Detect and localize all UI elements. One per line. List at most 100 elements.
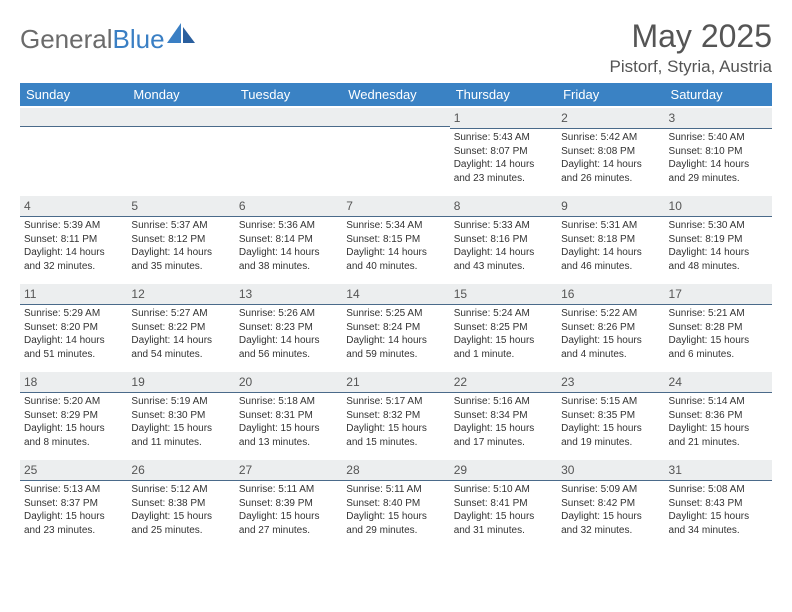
- day-number: 7: [342, 196, 449, 217]
- day-ss: Sunset: 8:25 PM: [454, 321, 553, 335]
- day-sr: Sunrise: 5:15 AM: [561, 395, 660, 409]
- day-dl2: and 46 minutes.: [561, 260, 660, 274]
- day-ss: Sunset: 8:15 PM: [346, 233, 445, 247]
- day-number: 17: [665, 284, 772, 305]
- day-sr: Sunrise: 5:27 AM: [131, 307, 230, 321]
- day-ss: Sunset: 8:32 PM: [346, 409, 445, 423]
- day-number: 29: [450, 460, 557, 481]
- day-cell: 17Sunrise: 5:21 AMSunset: 8:28 PMDayligh…: [665, 282, 772, 370]
- day-number: 16: [557, 284, 664, 305]
- day-ss: Sunset: 8:39 PM: [239, 497, 338, 511]
- day-number: [235, 108, 342, 127]
- day-dl2: and 19 minutes.: [561, 436, 660, 450]
- day-number: 27: [235, 460, 342, 481]
- day-dl2: and 6 minutes.: [669, 348, 768, 362]
- day-dl2: and 4 minutes.: [561, 348, 660, 362]
- day-ss: Sunset: 8:38 PM: [131, 497, 230, 511]
- day-number: 9: [557, 196, 664, 217]
- day-dl2: and 15 minutes.: [346, 436, 445, 450]
- logo-sail-icon: [167, 23, 195, 43]
- day-sr: Sunrise: 5:26 AM: [239, 307, 338, 321]
- day-cell: 4Sunrise: 5:39 AMSunset: 8:11 PMDaylight…: [20, 194, 127, 282]
- weekday-header: Tuesday: [235, 83, 342, 106]
- week-row: 18Sunrise: 5:20 AMSunset: 8:29 PMDayligh…: [20, 370, 772, 458]
- day-number: 24: [665, 372, 772, 393]
- weekday-header-row: Sunday Monday Tuesday Wednesday Thursday…: [20, 83, 772, 106]
- day-ss: Sunset: 8:30 PM: [131, 409, 230, 423]
- day-sr: Sunrise: 5:21 AM: [669, 307, 768, 321]
- day-ss: Sunset: 8:42 PM: [561, 497, 660, 511]
- day-sr: Sunrise: 5:20 AM: [24, 395, 123, 409]
- day-dl2: and 11 minutes.: [131, 436, 230, 450]
- day-dl1: Daylight: 14 hours: [346, 334, 445, 348]
- day-sr: Sunrise: 5:22 AM: [561, 307, 660, 321]
- day-cell: [235, 106, 342, 194]
- day-dl1: Daylight: 15 hours: [239, 422, 338, 436]
- day-dl1: Daylight: 15 hours: [454, 510, 553, 524]
- day-ss: Sunset: 8:40 PM: [346, 497, 445, 511]
- day-dl2: and 48 minutes.: [669, 260, 768, 274]
- day-cell: 14Sunrise: 5:25 AMSunset: 8:24 PMDayligh…: [342, 282, 449, 370]
- day-cell: 11Sunrise: 5:29 AMSunset: 8:20 PMDayligh…: [20, 282, 127, 370]
- day-ss: Sunset: 8:18 PM: [561, 233, 660, 247]
- day-number: 4: [20, 196, 127, 217]
- day-ss: Sunset: 8:41 PM: [454, 497, 553, 511]
- day-ss: Sunset: 8:08 PM: [561, 145, 660, 159]
- day-number: 23: [557, 372, 664, 393]
- day-number: 8: [450, 196, 557, 217]
- day-dl1: Daylight: 14 hours: [454, 246, 553, 260]
- day-dl1: Daylight: 15 hours: [454, 334, 553, 348]
- day-dl2: and 35 minutes.: [131, 260, 230, 274]
- day-number: 12: [127, 284, 234, 305]
- day-dl2: and 1 minute.: [454, 348, 553, 362]
- day-sr: Sunrise: 5:24 AM: [454, 307, 553, 321]
- day-cell: 23Sunrise: 5:15 AMSunset: 8:35 PMDayligh…: [557, 370, 664, 458]
- day-dl1: Daylight: 14 hours: [346, 246, 445, 260]
- day-ss: Sunset: 8:36 PM: [669, 409, 768, 423]
- day-cell: 27Sunrise: 5:11 AMSunset: 8:39 PMDayligh…: [235, 458, 342, 546]
- day-dl1: Daylight: 14 hours: [131, 246, 230, 260]
- day-dl1: Daylight: 15 hours: [131, 422, 230, 436]
- calendar-grid: Sunday Monday Tuesday Wednesday Thursday…: [20, 83, 772, 546]
- week-row: 1Sunrise: 5:43 AMSunset: 8:07 PMDaylight…: [20, 106, 772, 194]
- day-cell: 25Sunrise: 5:13 AMSunset: 8:37 PMDayligh…: [20, 458, 127, 546]
- day-sr: Sunrise: 5:31 AM: [561, 219, 660, 233]
- day-cell: 28Sunrise: 5:11 AMSunset: 8:40 PMDayligh…: [342, 458, 449, 546]
- day-cell: 10Sunrise: 5:30 AMSunset: 8:19 PMDayligh…: [665, 194, 772, 282]
- day-number: 15: [450, 284, 557, 305]
- day-cell: 1Sunrise: 5:43 AMSunset: 8:07 PMDaylight…: [450, 106, 557, 194]
- day-ss: Sunset: 8:28 PM: [669, 321, 768, 335]
- day-dl2: and 51 minutes.: [24, 348, 123, 362]
- day-number: 31: [665, 460, 772, 481]
- month-title: May 2025: [610, 18, 773, 55]
- day-cell: 26Sunrise: 5:12 AMSunset: 8:38 PMDayligh…: [127, 458, 234, 546]
- day-dl2: and 34 minutes.: [669, 524, 768, 538]
- day-number: 21: [342, 372, 449, 393]
- day-number: [342, 108, 449, 127]
- day-number: 2: [557, 108, 664, 129]
- day-sr: Sunrise: 5:36 AM: [239, 219, 338, 233]
- day-ss: Sunset: 8:19 PM: [669, 233, 768, 247]
- day-dl2: and 38 minutes.: [239, 260, 338, 274]
- weekday-header: Sunday: [20, 83, 127, 106]
- day-number: [127, 108, 234, 127]
- calendar-page: GeneralBlue May 2025 Pistorf, Styria, Au…: [0, 0, 792, 546]
- day-dl1: Daylight: 15 hours: [561, 334, 660, 348]
- day-dl2: and 29 minutes.: [669, 172, 768, 186]
- day-ss: Sunset: 8:24 PM: [346, 321, 445, 335]
- day-cell: 12Sunrise: 5:27 AMSunset: 8:22 PMDayligh…: [127, 282, 234, 370]
- day-dl2: and 17 minutes.: [454, 436, 553, 450]
- day-number: 10: [665, 196, 772, 217]
- day-number: 30: [557, 460, 664, 481]
- day-dl2: and 29 minutes.: [346, 524, 445, 538]
- day-dl1: Daylight: 15 hours: [454, 422, 553, 436]
- day-number: 3: [665, 108, 772, 129]
- weekday-header: Monday: [127, 83, 234, 106]
- day-cell: 9Sunrise: 5:31 AMSunset: 8:18 PMDaylight…: [557, 194, 664, 282]
- logo-text-gray: General: [20, 24, 113, 55]
- day-number: 20: [235, 372, 342, 393]
- day-dl2: and 21 minutes.: [669, 436, 768, 450]
- day-sr: Sunrise: 5:39 AM: [24, 219, 123, 233]
- day-cell: [127, 106, 234, 194]
- day-cell: 20Sunrise: 5:18 AMSunset: 8:31 PMDayligh…: [235, 370, 342, 458]
